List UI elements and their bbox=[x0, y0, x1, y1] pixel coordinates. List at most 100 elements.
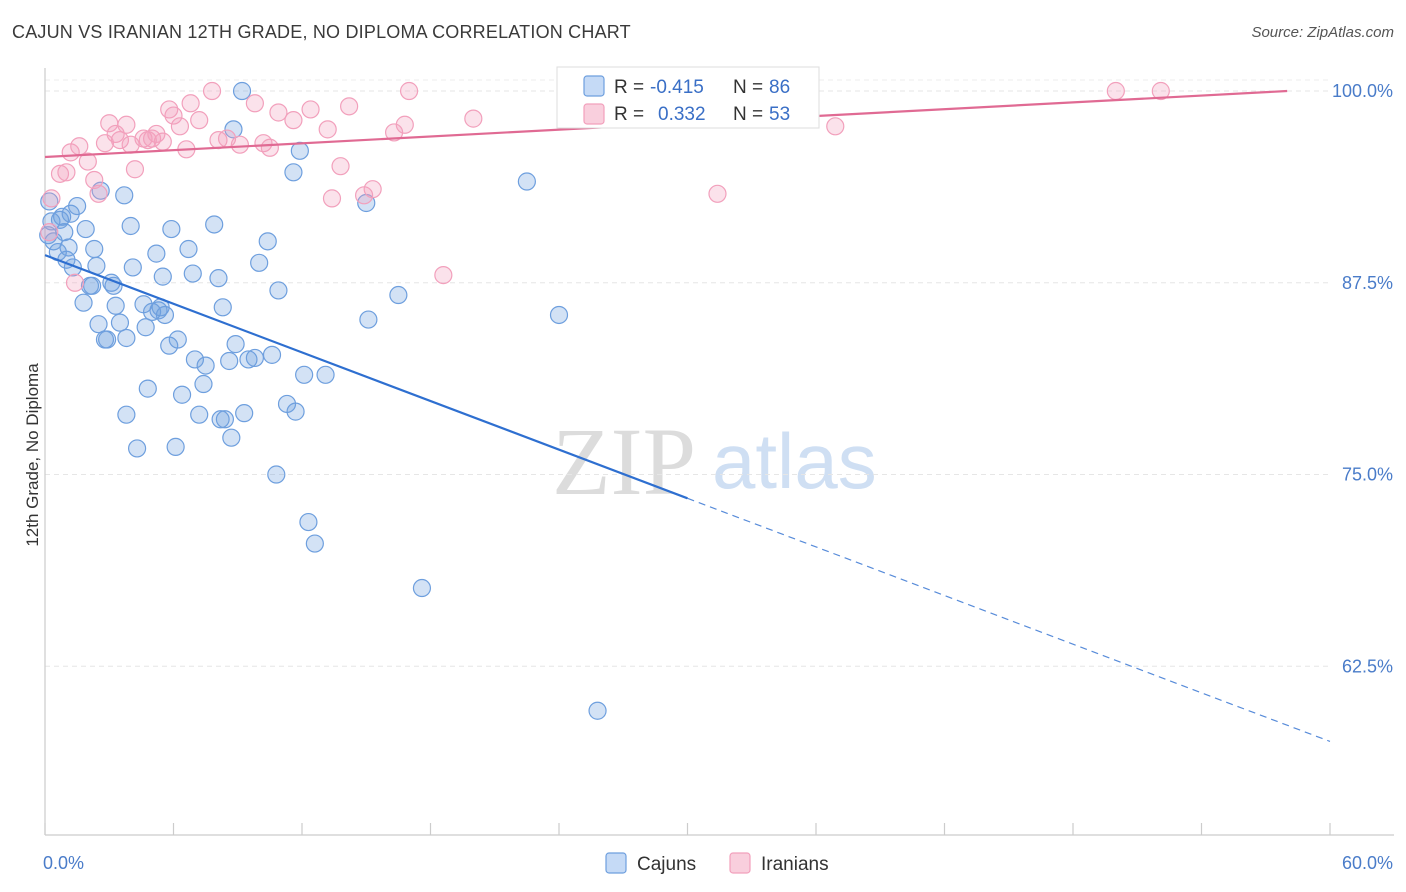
cajun-point-33 bbox=[138, 379, 157, 398]
stats-legend: R = -0.415 N = 86 R = 0.332 N = 53 bbox=[556, 66, 820, 129]
cajun-point-29 bbox=[123, 258, 142, 277]
iranian-point-21 bbox=[153, 132, 172, 151]
cajun-point-17 bbox=[89, 315, 108, 334]
series-legend-label-cajuns: Cajuns bbox=[637, 854, 696, 875]
chart-title: CAJUN VS IRANIAN 12TH GRADE, NO DIPLOMA … bbox=[12, 22, 631, 42]
cajun-point-59 bbox=[226, 335, 245, 354]
iranian-point-23 bbox=[164, 106, 183, 125]
cajun-point-68 bbox=[269, 281, 288, 300]
cajun-point-72 bbox=[290, 141, 309, 160]
iranian-point-5 bbox=[65, 273, 85, 292]
iranian-point-39 bbox=[322, 189, 342, 208]
iranian-point-46 bbox=[399, 81, 419, 101]
cajun-point-80 bbox=[412, 578, 432, 598]
iranian-point-45 bbox=[395, 115, 414, 134]
iranian-point-36 bbox=[284, 111, 303, 130]
cajun-point-85 bbox=[50, 210, 70, 229]
cajun-point-78 bbox=[359, 310, 378, 329]
watermark-atlas: atlas bbox=[712, 417, 877, 505]
cajun-point-35 bbox=[147, 244, 166, 263]
cajun-point-54 bbox=[213, 298, 232, 317]
series-legend-label-iranians: Iranians bbox=[761, 854, 829, 875]
cajun-point-15 bbox=[85, 239, 104, 259]
cajun-point-38 bbox=[153, 267, 172, 286]
cajun-point-24 bbox=[110, 313, 130, 332]
cajun-point-63 bbox=[245, 348, 264, 368]
cajun-point-65 bbox=[258, 232, 277, 251]
iranian-point-2 bbox=[50, 164, 70, 183]
iranian-point-37 bbox=[301, 100, 320, 119]
cajun-point-14 bbox=[83, 276, 102, 295]
iranian-point-14 bbox=[117, 115, 136, 134]
cajun-point-57 bbox=[222, 428, 241, 447]
grid-lines bbox=[45, 79, 1330, 667]
tick-labels: 62.5% 75.0% 87.5% 100.0% 0.0% 60.0% bbox=[43, 81, 1393, 873]
cajun-point-0 bbox=[40, 192, 59, 211]
cajun-point-79 bbox=[389, 285, 408, 305]
iranian-point-48 bbox=[464, 109, 483, 128]
cajun-point-48 bbox=[190, 405, 209, 424]
cajun-point-47 bbox=[185, 350, 205, 369]
iranian-point-49 bbox=[708, 184, 727, 203]
cajun-point-52 bbox=[209, 269, 228, 288]
iranian-point-28 bbox=[202, 81, 222, 101]
cajun-points bbox=[39, 81, 607, 720]
cajun-point-36 bbox=[149, 301, 168, 320]
legend-n-value-1: 86 bbox=[769, 77, 790, 98]
cajun-point-42 bbox=[166, 437, 185, 456]
cajun-point-53 bbox=[211, 410, 230, 429]
series-legend: Cajuns Iranians bbox=[605, 852, 829, 875]
iranian-point-53 bbox=[826, 117, 845, 136]
cajun-point-18 bbox=[91, 181, 110, 200]
watermark-zip: ZIP bbox=[552, 408, 696, 515]
cajun-point-76 bbox=[316, 365, 335, 384]
cajun-point-49 bbox=[194, 374, 213, 394]
cajun-point-75 bbox=[305, 534, 324, 553]
cajun-point-66 bbox=[262, 345, 282, 364]
iranian-point-1 bbox=[42, 189, 61, 208]
cajun-point-51 bbox=[205, 215, 224, 234]
cajun-point-43 bbox=[168, 330, 187, 349]
iranian-point-38 bbox=[318, 120, 337, 139]
cajun-point-45 bbox=[179, 239, 198, 259]
y-tick-label-1: 75.0% bbox=[1342, 465, 1393, 485]
legend-n-value-2: 53 bbox=[769, 104, 790, 125]
legend-n-label-1: N = bbox=[733, 77, 763, 98]
cajun-point-60 bbox=[232, 81, 252, 101]
iranian-point-33 bbox=[254, 134, 273, 153]
iranian-point-32 bbox=[245, 94, 264, 113]
cajun-point-82 bbox=[549, 305, 569, 325]
cajun-point-11 bbox=[74, 293, 93, 312]
cajun-point-74 bbox=[299, 512, 318, 532]
cajun-point-30 bbox=[127, 439, 147, 458]
iranian-point-26 bbox=[181, 94, 200, 113]
iranian-point-34 bbox=[260, 138, 279, 157]
cajun-trend-line bbox=[44, 254, 688, 500]
iranian-point-35 bbox=[269, 103, 288, 122]
cajun-point-71 bbox=[286, 402, 305, 421]
legend-r-label-1: R = bbox=[614, 77, 644, 98]
cajun-point-81 bbox=[517, 172, 536, 191]
series-legend-swatch-iranians bbox=[729, 852, 751, 874]
legend-n-label-2: N = bbox=[733, 104, 763, 125]
iranian-point-47 bbox=[434, 265, 453, 285]
iranian-point-41 bbox=[340, 97, 359, 116]
cajun-point-8 bbox=[59, 238, 78, 257]
legend-r-value-2: 0.332 bbox=[658, 104, 706, 125]
cajun-point-39 bbox=[155, 305, 175, 325]
cajun-point-20 bbox=[98, 330, 117, 349]
cajun-point-83 bbox=[588, 701, 607, 720]
axes bbox=[44, 68, 1394, 836]
cajun-point-56 bbox=[220, 351, 239, 371]
iranian-point-8 bbox=[85, 170, 104, 190]
iranian-point-7 bbox=[78, 152, 97, 171]
cajun-point-73 bbox=[295, 365, 314, 384]
cajun-point-26 bbox=[117, 405, 136, 424]
cajun-point-32 bbox=[136, 318, 155, 337]
iranian-point-13 bbox=[110, 130, 130, 150]
x-tick-label-1: 60.0% bbox=[1342, 853, 1393, 873]
iranian-point-31 bbox=[230, 135, 249, 154]
cajun-point-27 bbox=[117, 328, 136, 348]
iranian-point-3 bbox=[57, 163, 76, 182]
cajun-point-58 bbox=[224, 120, 243, 139]
